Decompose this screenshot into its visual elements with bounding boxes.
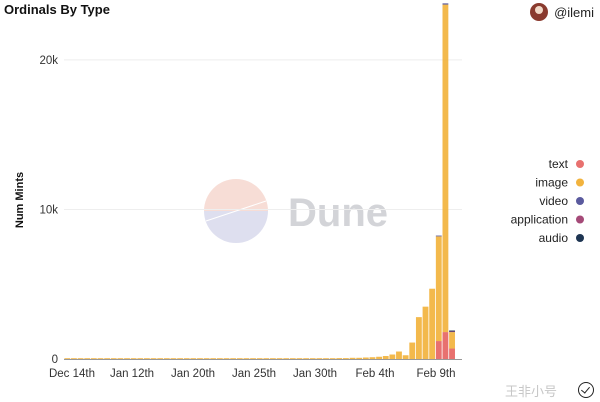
- bar-image: [64, 358, 71, 359]
- x-tick-label: Jan 12th: [110, 368, 154, 380]
- watermark-brand: Dune: [288, 191, 388, 235]
- chart-title: Ordinals By Type: [4, 2, 110, 17]
- bar-image: [117, 358, 124, 359]
- bar-image: [236, 358, 243, 359]
- bar-image: [316, 358, 323, 359]
- y-tick-label: 20k: [39, 55, 58, 67]
- legend-label-application: application: [511, 213, 568, 227]
- bar-audio: [449, 330, 455, 332]
- x-tick-label: Feb 9th: [417, 368, 456, 380]
- bar-image: [336, 358, 343, 359]
- bar-text: [435, 341, 442, 359]
- bar-image: [150, 358, 157, 359]
- bar-text: [449, 348, 455, 359]
- legend-marker-video: [576, 197, 584, 205]
- bar-image: [163, 358, 170, 359]
- bar-image: [97, 358, 104, 359]
- author-badge[interactable]: @ilemi: [530, 3, 594, 21]
- bar-image: [197, 358, 203, 359]
- bar-image: [442, 4, 449, 333]
- legend-marker-audio: [576, 234, 584, 242]
- bar-image: [369, 357, 376, 359]
- bar-image: [144, 358, 150, 359]
- bar-image: [435, 236, 442, 342]
- legend-label-text: text: [549, 157, 569, 171]
- bar-image: [110, 358, 117, 359]
- bar-image: [283, 358, 290, 359]
- legend-label-image: image: [535, 176, 568, 190]
- x-tick-label: Jan 25th: [232, 368, 276, 380]
- watermark-logo-top: [204, 179, 268, 211]
- legend-marker-application: [576, 215, 584, 224]
- bar-image: [329, 358, 336, 359]
- watermark-logo-bottom: [204, 211, 268, 243]
- bar-image: [124, 358, 130, 359]
- bar-image: [90, 358, 97, 359]
- bar-image: [190, 358, 197, 359]
- bar-image: [349, 357, 356, 359]
- bar-image: [303, 358, 310, 359]
- bar-image: [396, 351, 402, 359]
- bar-image: [356, 357, 363, 359]
- bar-image: [77, 358, 84, 359]
- legend-marker-text: [576, 160, 584, 168]
- bar-image: [270, 358, 276, 359]
- bar-image: [203, 358, 210, 359]
- y-tick-label: 0: [52, 354, 58, 366]
- author-name: @ilemi: [554, 4, 594, 20]
- watermark-corner-text: 王非小号: [505, 385, 557, 400]
- bar-image: [137, 358, 144, 359]
- bar-image: [157, 358, 164, 359]
- y-tick-label: 10k: [39, 204, 58, 216]
- watermark-logo-divider: [205, 200, 267, 222]
- bar-image: [104, 358, 111, 359]
- bar-image: [71, 358, 77, 359]
- bar-image: [130, 358, 137, 359]
- checkmark-icon: [578, 382, 594, 398]
- bar-image: [289, 358, 296, 359]
- y-axis-label: Num Mints: [14, 172, 26, 228]
- bar-image: [449, 332, 455, 349]
- bar-image: [409, 342, 416, 359]
- bar-image: [183, 358, 190, 359]
- x-tick-label: Jan 30th: [293, 368, 337, 380]
- bar-image: [170, 358, 177, 359]
- legend-label-audio: audio: [539, 231, 569, 245]
- bar-image: [216, 358, 223, 359]
- bar-image: [223, 358, 230, 359]
- bar-image: [256, 358, 263, 359]
- bar-image: [402, 355, 409, 359]
- bar-image: [296, 358, 303, 359]
- x-tick-label: Dec 14th: [49, 368, 95, 380]
- bar-image: [323, 358, 329, 359]
- bar-image: [243, 358, 250, 359]
- bar-image: [343, 358, 349, 359]
- bar-image: [177, 358, 183, 359]
- bar-image: [210, 358, 217, 359]
- bar-image: [84, 358, 91, 359]
- bar-application: [449, 330, 455, 332]
- bar-image: [362, 357, 369, 359]
- x-tick-label: Feb 4th: [356, 368, 395, 380]
- x-tick-label: Jan 20th: [171, 368, 215, 380]
- avatar: [530, 3, 549, 21]
- bar-image: [422, 306, 429, 359]
- bar-image: [276, 358, 283, 359]
- bar-image: [376, 356, 382, 359]
- bar-video: [435, 235, 442, 237]
- bar-image: [429, 288, 436, 359]
- bar-text: [442, 332, 449, 359]
- bar-image: [263, 358, 270, 359]
- bar-image: [382, 356, 389, 359]
- legend-label-video: video: [539, 194, 568, 208]
- bar-image: [309, 358, 316, 359]
- bar-image: [230, 358, 237, 359]
- bar-image: [250, 358, 256, 359]
- legend-marker-image: [576, 178, 584, 187]
- bar-image: [389, 354, 396, 359]
- bar-image: [415, 317, 422, 359]
- bar-video: [442, 3, 449, 5]
